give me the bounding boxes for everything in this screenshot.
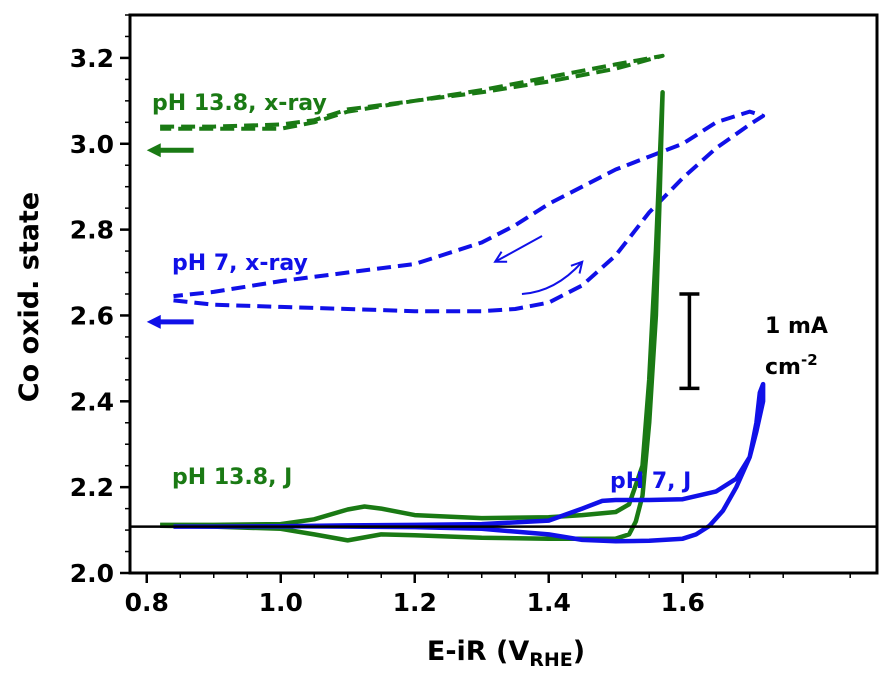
series-line-3: [173, 381, 766, 544]
x-tick-label-0: 0.8: [125, 588, 169, 617]
scale-bar-exponent: -2: [801, 351, 818, 369]
annotation-ph7-j: pH 7, J: [610, 469, 691, 494]
series-line-2: [160, 90, 665, 543]
scale-bar-label-line2: cm-2: [765, 351, 818, 380]
scale-bar-unit: cm: [765, 355, 801, 380]
scale-bar-label-line1: 1 mA: [765, 314, 828, 339]
axis-arrow-head-1: [146, 314, 161, 329]
y-tick-label-4: 2.8: [70, 216, 114, 245]
series-line-1: [173, 109, 766, 314]
y-tick-label-2: 2.4: [70, 387, 114, 416]
x-axis-label-subscript: RHE: [529, 649, 573, 671]
direction-arrow-0: [494, 235, 543, 263]
y-tick-label-1: 2.2: [70, 473, 114, 502]
series-line-0: [160, 53, 665, 131]
y-tick-label-5: 3.0: [70, 130, 114, 159]
x-axis-label-close: ): [573, 636, 585, 667]
decoration-layer: [130, 143, 877, 528]
axis-arrow-head-0: [146, 143, 161, 158]
annotation-ph7-xray: pH 7, x-ray: [172, 251, 308, 276]
x-tick-label-4: 1.6: [661, 588, 705, 617]
x-axis-label: E-iR (VRHE): [427, 636, 585, 671]
y-tick-label-0: 2.0: [70, 559, 114, 588]
direction-arrow-1: [521, 261, 583, 295]
annotation-ph138-j: pH 13.8, J: [172, 465, 292, 490]
x-tick-label-1: 1.0: [259, 588, 303, 617]
x-tick-label-3: 1.4: [527, 588, 571, 617]
annotation-ph138-xray: pH 13.8, x-ray: [152, 91, 327, 116]
x-tick-label-2: 1.2: [393, 588, 437, 617]
y-axis-label: Co oxid. state: [14, 192, 45, 402]
series-layer: [160, 53, 766, 544]
y-tick-label-3: 2.6: [70, 301, 114, 330]
direction-arrow-head-0: [493, 251, 508, 263]
x-axis-label-main: E-iR (V: [427, 636, 529, 667]
direction-arrow-head-1: [570, 260, 584, 274]
tick-layer: 0.8 1.0 1.2 1.4 1.6 2.0 2.2 2.4 2.6 2.8 3.0 3.2: [70, 14, 851, 617]
y-tick-label-6: 3.2: [70, 44, 114, 73]
